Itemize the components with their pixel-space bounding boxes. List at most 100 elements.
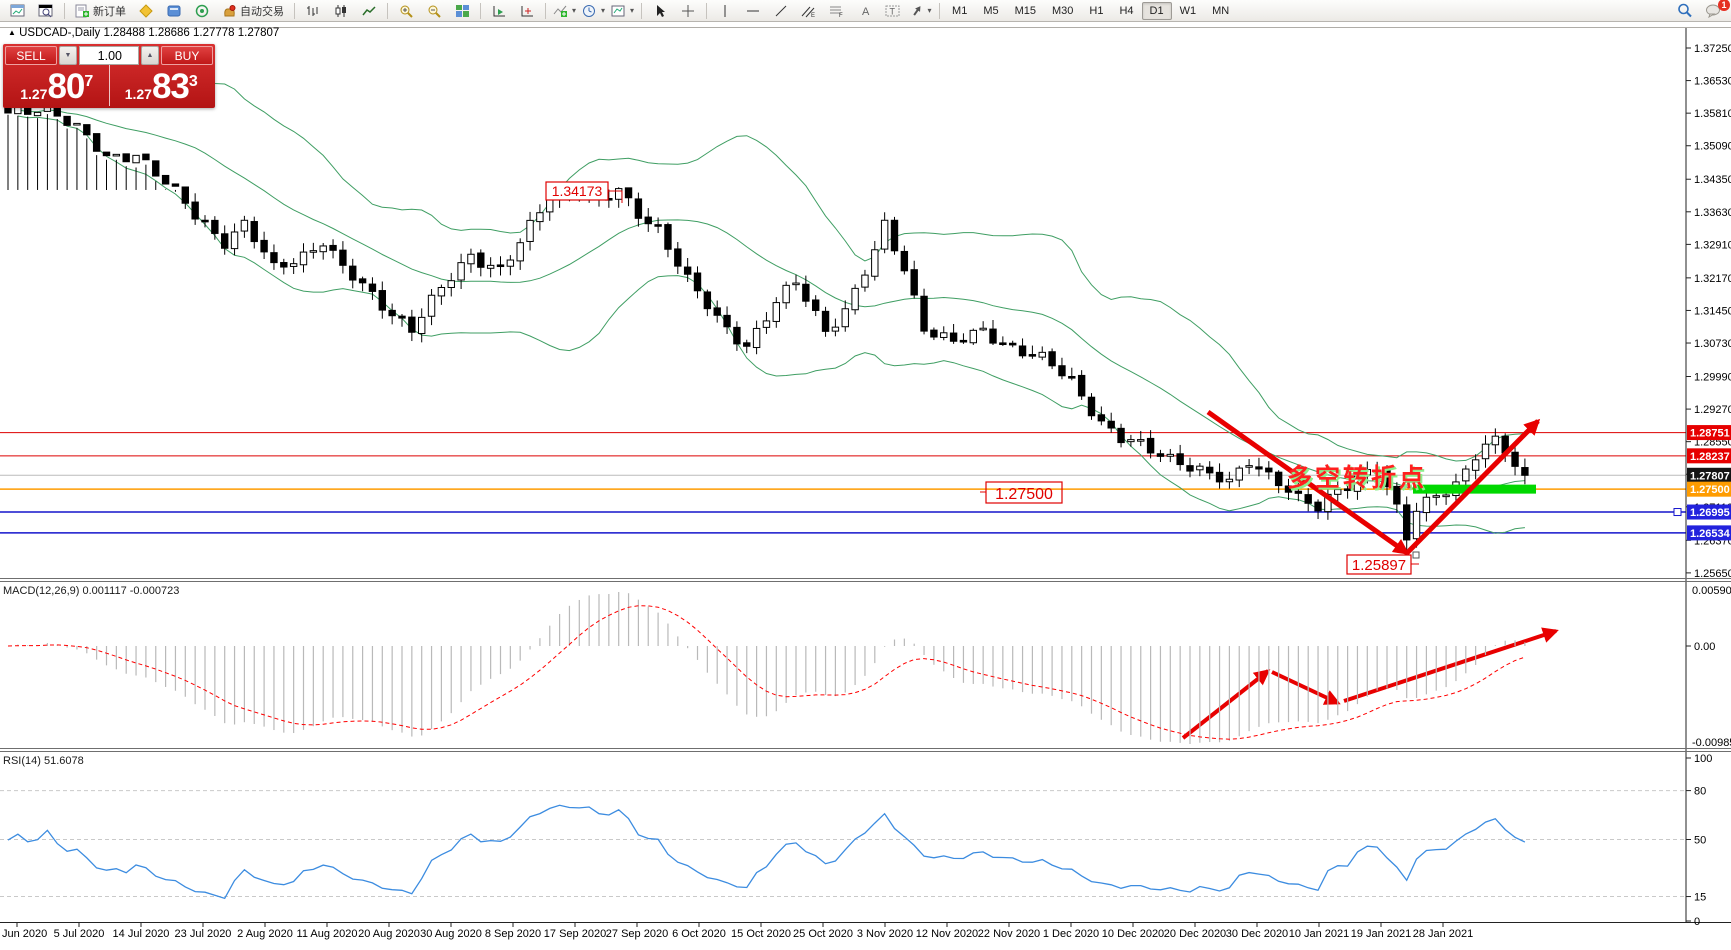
date-tick-label: 3 Nov 2020 (857, 928, 913, 940)
candle-body (1018, 345, 1027, 357)
templates-dropdown[interactable]: ▾ (608, 0, 637, 22)
crosshair-icon[interactable] (674, 0, 702, 22)
vertical-line-icon[interactable] (711, 0, 739, 22)
tile-windows-icon[interactable] (448, 0, 476, 22)
date-tick-label: 11 Aug 2020 (297, 928, 358, 940)
date-tick-label: 10 Jan 2021 (1289, 928, 1350, 940)
svg-text:F: F (839, 13, 843, 18)
price-badge (1687, 448, 1731, 464)
candle-body (112, 153, 121, 157)
tf-w1[interactable]: W1 (1179, 4, 1197, 17)
date-tick-label: 5 Jul 2020 (54, 928, 105, 940)
sell-price[interactable]: 1.27 80 7 (5, 65, 110, 106)
candle-body (536, 212, 544, 223)
new-chart-icon[interactable] (4, 0, 32, 22)
tf-m30[interactable]: M30 (1052, 4, 1074, 17)
buy-button[interactable]: BUY (161, 46, 213, 65)
bollinger-lower-band (17, 115, 1525, 534)
candle-body (743, 342, 751, 347)
tf-h1[interactable]: H1 (1089, 4, 1104, 17)
autotrading-button[interactable]: 自动交易 (216, 0, 290, 22)
tf-m1[interactable]: M1 (952, 4, 968, 17)
candle-body (1235, 467, 1243, 481)
candle-body (1127, 439, 1135, 443)
tf-mn[interactable]: MN (1212, 4, 1230, 17)
candle-body (624, 187, 633, 199)
price-tick-label: 1.35810 (1694, 108, 1731, 120)
tf-m5[interactable]: M5 (983, 4, 999, 17)
candle-body (506, 259, 515, 267)
candle-body (447, 280, 455, 288)
text-icon[interactable]: A (851, 0, 879, 22)
candle-body (408, 316, 416, 333)
line-chart-icon[interactable] (355, 0, 383, 22)
text-label-icon[interactable]: T (879, 0, 907, 22)
buy-price[interactable]: 1.27 83 3 (110, 65, 214, 106)
equidistant-channel-icon[interactable]: E (795, 0, 823, 22)
notification-count: 1 (1718, 0, 1730, 11)
candle-body (1383, 469, 1391, 488)
new-order-label: 新订单 (93, 5, 126, 18)
candlestick-chart-icon[interactable] (327, 0, 355, 22)
zoom-out-icon[interactable] (420, 0, 448, 22)
svg-text:E: E (811, 13, 815, 18)
candle-body (240, 219, 249, 232)
price-tick-label: 1.30730 (1694, 338, 1731, 350)
arrows-dropdown[interactable]: ▾ (907, 0, 935, 22)
candle-body (1334, 489, 1342, 495)
candle-body (812, 299, 820, 311)
candle-body (132, 154, 140, 164)
cursor-icon[interactable] (646, 0, 674, 22)
tf-m15[interactable]: M15 (1014, 4, 1037, 17)
volume-input[interactable]: 1.00 (79, 46, 139, 65)
candle-body (1304, 494, 1312, 504)
volume-decrease-button[interactable]: ▼ (59, 46, 77, 65)
candle-body (299, 251, 308, 266)
price-badge (1687, 481, 1731, 497)
profiles-icon[interactable] (32, 0, 60, 22)
terminal-icon[interactable] (160, 0, 188, 22)
periods-dropdown[interactable]: ▾ (579, 0, 608, 22)
candle-body (949, 332, 958, 342)
horizontal-line-icon[interactable] (739, 0, 767, 22)
candle-body (388, 309, 396, 317)
line-selection-handle (1673, 508, 1682, 517)
metaeditor-icon[interactable] (132, 0, 160, 22)
candle-body (703, 291, 712, 310)
price-tick-label: 1.31450 (1694, 305, 1731, 317)
tf-h4[interactable]: H4 (1119, 4, 1134, 17)
fibonacci-icon[interactable]: F (823, 0, 851, 22)
search-icon[interactable] (1671, 0, 1699, 22)
volume-increase-button[interactable]: ▲ (141, 46, 159, 65)
trendline-icon[interactable] (767, 0, 795, 22)
tf-d1[interactable]: D1 (1141, 1, 1172, 20)
price-badge (1687, 504, 1731, 520)
candle-body (181, 186, 190, 204)
price-tick-label: 1.37250 (1694, 43, 1731, 55)
bar-chart-icon[interactable] (299, 0, 327, 22)
zoom-in-icon[interactable] (392, 0, 420, 22)
sell-button[interactable]: SELL (5, 46, 57, 65)
candle-body (1353, 475, 1362, 492)
auto-scroll-icon[interactable] (485, 0, 513, 22)
selection-handle (1412, 551, 1420, 559)
price-callout-text: 1.34173 (552, 183, 603, 199)
candle-body (1442, 494, 1450, 498)
new-order-button[interactable]: 新订单 (69, 0, 132, 22)
notifications-icon[interactable]: 1 (1699, 0, 1730, 22)
macd-axis-min: -0.009851 (1692, 737, 1731, 749)
candle-body (1097, 414, 1106, 422)
indicators-dropdown[interactable]: ▾ (550, 0, 579, 22)
cn-note-text: 多空转折点 (1287, 463, 1427, 492)
candle-body (1058, 365, 1066, 377)
date-tick-label: 25 Oct 2020 (793, 928, 853, 940)
candle-body (752, 327, 761, 349)
candle-body (900, 250, 909, 272)
rsi-pane (0, 790, 1686, 900)
candle-body (851, 287, 859, 311)
date-tick-label: 27 Sep 2020 (606, 928, 668, 940)
webinar-icon[interactable] (188, 0, 216, 22)
chart-shift-icon[interactable] (513, 0, 541, 22)
